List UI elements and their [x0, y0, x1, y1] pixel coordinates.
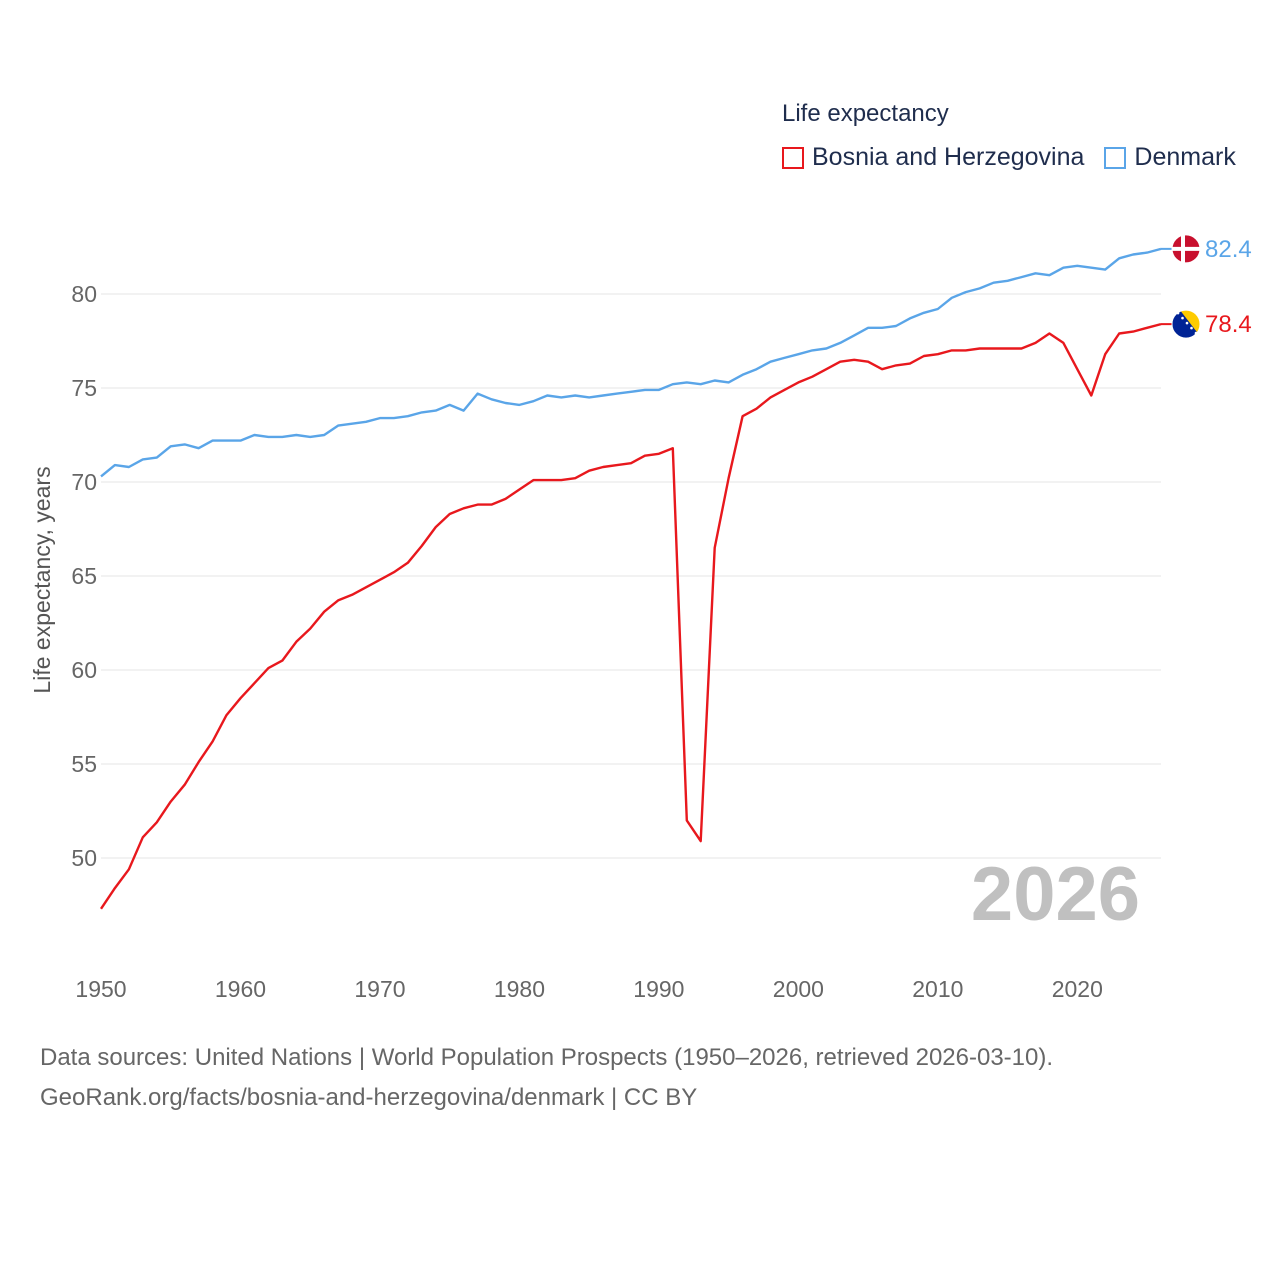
series-line-bosnia-and-herzegovina [100, 322, 1162, 910]
x-axis-ticks: 1950 1960 1970 1980 1990 2000 2010 2020 [75, 976, 1102, 1002]
legend-label-bosnia: Bosnia and Herzegovina [812, 143, 1085, 171]
bosnia-and-herzegovina-flag-icon [1171, 309, 1201, 339]
x-tick-label: 1970 [354, 976, 405, 1002]
y-tick-label: 65 [71, 563, 97, 589]
y-axis-ticks: 50 55 60 65 70 75 80 [71, 281, 97, 871]
x-tick-label: 1990 [633, 976, 684, 1002]
legend-title: Life expectancy [782, 100, 949, 127]
denmark-flag-icon [1171, 234, 1201, 264]
legend-item-bosnia[interactable]: Bosnia and Herzegovina [782, 143, 1084, 172]
end-value-label-bosnia-and-herzegovina: 78.4 [1205, 311, 1252, 338]
x-tick-label: 1980 [494, 976, 545, 1002]
source-line-1: Data sources: United Nations | World Pop… [40, 1044, 1054, 1071]
y-tick-label: 50 [71, 845, 97, 871]
legend: Bosnia and Herzegovina Denmark [782, 143, 1256, 172]
legend-item-denmark[interactable]: Denmark [1104, 143, 1236, 172]
legend-swatch-denmark [1104, 146, 1127, 169]
x-tick-label: 1960 [215, 976, 266, 1002]
x-tick-label: 2000 [773, 976, 824, 1002]
end-value-label-denmark: 82.4 [1205, 236, 1252, 263]
end-labels: 78.4 82.4 [1161, 234, 1252, 339]
x-tick-label: 2010 [912, 976, 963, 1002]
source-line-2: GeoRank.org/facts/bosnia-and-herzegovina… [40, 1084, 698, 1111]
gridlines [101, 293, 1161, 859]
y-tick-label: 75 [71, 375, 97, 401]
series-line-denmark [100, 247, 1162, 478]
series-lines [100, 247, 1162, 910]
current-year-label: 2026 [971, 852, 1140, 937]
legend-swatch-bosnia [782, 146, 804, 169]
y-tick-label: 55 [71, 751, 97, 777]
y-tick-label: 70 [71, 469, 97, 495]
y-tick-label: 60 [71, 657, 97, 683]
y-tick-label: 80 [71, 281, 97, 307]
y-axis-label: Life expectancy, years [29, 466, 55, 693]
x-tick-label: 1950 [75, 976, 126, 1002]
legend-label-denmark: Denmark [1134, 143, 1236, 171]
x-tick-label: 2020 [1052, 976, 1103, 1002]
